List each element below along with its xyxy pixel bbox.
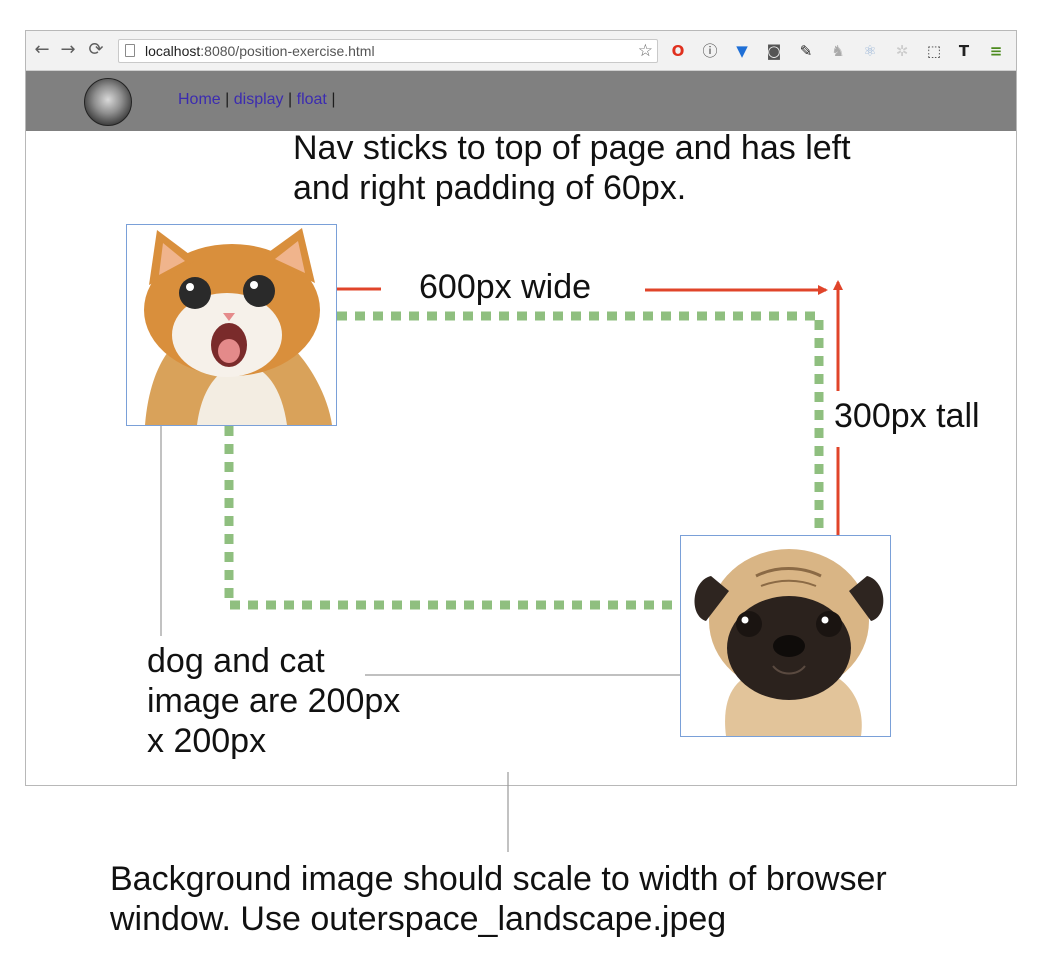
typography-icon[interactable]: T xyxy=(958,42,970,60)
nav-separator: | xyxy=(288,91,293,108)
star-icon[interactable]: ☆ xyxy=(637,41,653,61)
nav-note: Nav sticks to top of page and has left a… xyxy=(293,129,851,207)
url-text: localhost:8080/position-exercise.html xyxy=(145,43,375,59)
dog-image xyxy=(680,535,891,737)
dashed-positioning-box xyxy=(224,311,824,610)
nav-separator: | xyxy=(225,91,230,108)
nav-link-home[interactable]: Home xyxy=(178,91,221,108)
page-icon xyxy=(125,44,135,57)
cat-image xyxy=(126,224,337,426)
reload-icon[interactable]: ⟳ xyxy=(88,39,104,60)
background-note: Background image should scale to width o… xyxy=(110,860,887,938)
opera-icon[interactable]: O xyxy=(671,42,685,60)
browser-toolbar: ← → ⟳ localhost:8080/position-exercise.h… xyxy=(26,31,1016,71)
eyedropper-icon[interactable]: ✎ xyxy=(799,42,813,60)
back-arrow-icon[interactable]: ← xyxy=(34,39,50,60)
nav-separator: | xyxy=(331,91,336,108)
pocket-icon[interactable]: ◙ xyxy=(766,42,782,60)
nav-links: Home | display | float | xyxy=(178,91,335,109)
page-nav: Home | display | float | xyxy=(26,71,1016,131)
selection-icon[interactable]: ⬚ xyxy=(926,42,942,60)
avatar xyxy=(84,78,132,126)
address-bar[interactable]: localhost:8080/position-exercise.html ☆ xyxy=(118,39,658,63)
height-note: 300px tall xyxy=(834,397,980,435)
vivaldi-icon[interactable]: ▼ xyxy=(736,42,748,60)
react-icon[interactable]: ⚛ xyxy=(863,42,877,60)
nav-link-float[interactable]: float xyxy=(296,91,327,108)
forward-arrow-icon[interactable]: → xyxy=(60,39,76,60)
info-icon[interactable]: ⓘ xyxy=(702,42,718,60)
menu-icon[interactable]: ≡ xyxy=(989,42,1003,60)
puzzle-icon[interactable]: ✲ xyxy=(895,42,909,60)
nav-link-display[interactable]: display xyxy=(233,91,284,108)
extension-icon[interactable]: ♞ xyxy=(831,42,845,60)
width-note: 600px wide xyxy=(419,268,592,306)
size-note: dog and cat image are 200px x 200px xyxy=(147,642,401,760)
